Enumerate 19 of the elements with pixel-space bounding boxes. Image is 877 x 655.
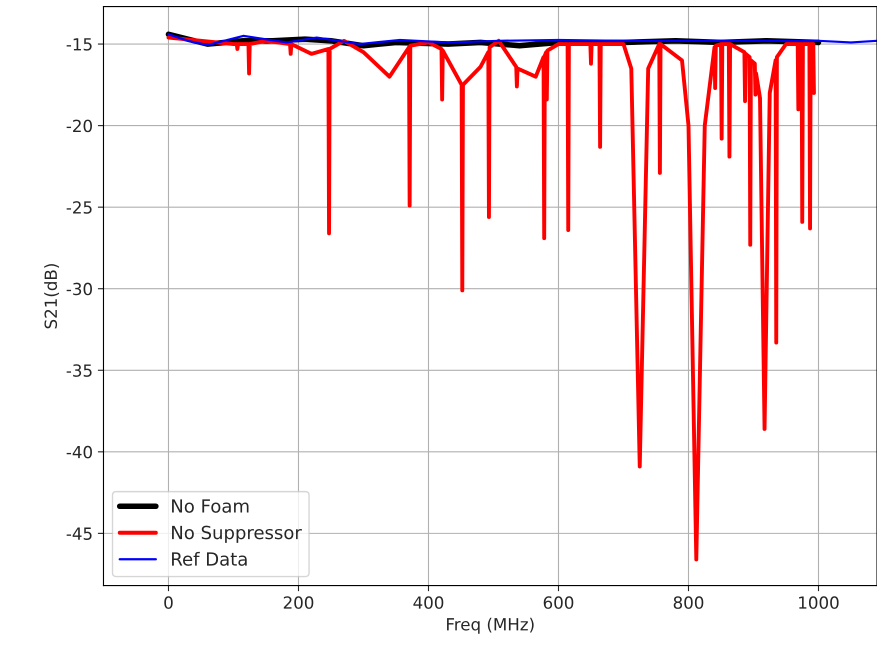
y-tick-label: -35 [66, 364, 92, 377]
legend-label: No Foam [172, 499, 248, 513]
y-tick-label: -30 [66, 282, 92, 296]
x-tick-label: 800 [674, 596, 704, 609]
y-axis-title: S21(dB) [44, 264, 60, 328]
y-tick-label: -15 [66, 38, 92, 51]
legend-label: Ref Data [172, 552, 247, 566]
x-tick-label: 400 [413, 596, 444, 609]
y-tick-label: -25 [66, 201, 92, 214]
x-tick-label: 200 [284, 596, 314, 609]
y-tick-label: -20 [66, 120, 92, 132]
x-tick-label: 0 [164, 596, 173, 609]
line-series [167, 33, 877, 46]
legend-label: No Suppressor [172, 526, 302, 543]
x-axis-title: Freq (MHz) [447, 618, 534, 634]
y-tick-label: -45 [66, 528, 92, 540]
y-tick-label: -40 [66, 446, 92, 458]
x-tick-label: 600 [544, 596, 574, 609]
x-tick-label: 1000 [799, 596, 839, 609]
